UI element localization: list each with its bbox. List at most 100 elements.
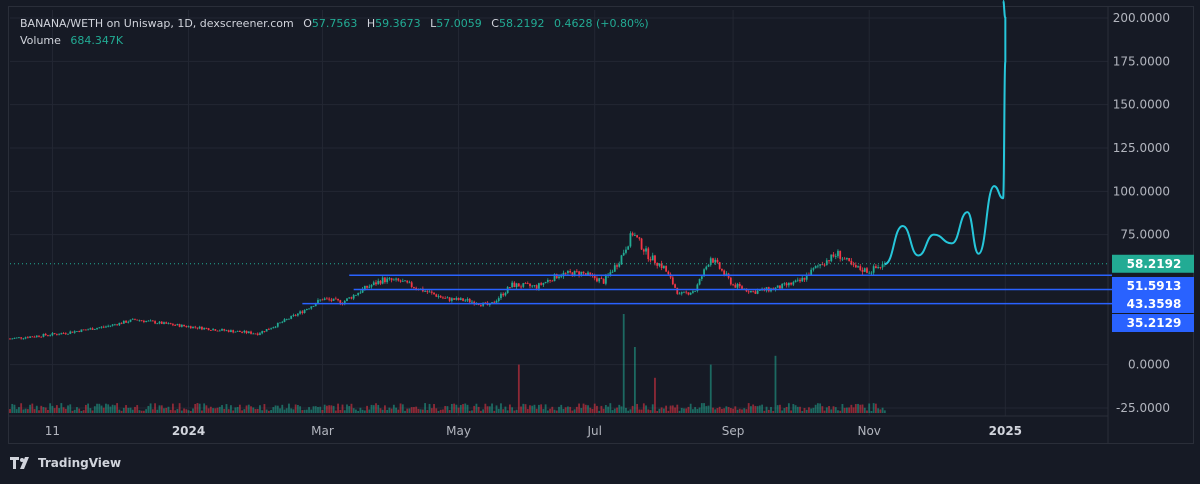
volume-bar (341, 404, 344, 413)
volume-bar (752, 404, 755, 413)
volume-bar (33, 409, 36, 413)
candle-body (709, 258, 712, 265)
volume-bar (71, 410, 74, 413)
candle-body (395, 278, 397, 280)
candle-body (509, 287, 511, 288)
volume-bar (593, 403, 596, 413)
candle-body (107, 325, 110, 327)
candle-body (683, 291, 685, 293)
volume-bar (35, 405, 38, 413)
volume-bar (419, 409, 422, 413)
volume-bar (598, 410, 601, 413)
volume-bar (611, 410, 614, 413)
candle-body (513, 282, 516, 288)
candle-body (274, 326, 277, 328)
volume-bar (395, 407, 397, 413)
volume-bar (495, 405, 498, 413)
volume-bar (326, 405, 328, 413)
candle-body (555, 274, 558, 279)
volume-bar (553, 409, 556, 413)
candle-body (163, 322, 165, 324)
volume-bar (172, 403, 174, 413)
volume-bar (700, 403, 703, 413)
volume-bar (502, 409, 505, 413)
candle-body (823, 264, 826, 266)
volume-bar (198, 403, 201, 413)
candle-body (214, 329, 217, 331)
volume-bar (80, 410, 83, 413)
candle-body (625, 249, 627, 253)
volume-bar (154, 403, 156, 413)
volume-bar (160, 405, 163, 413)
volume-bar (98, 403, 101, 413)
volume-bar (875, 403, 877, 413)
candle-body (102, 326, 105, 328)
y-tick-label: 0.0000 (1128, 358, 1170, 372)
volume-bar (294, 404, 297, 413)
volume-bar (187, 410, 190, 413)
volume-bar (721, 408, 723, 413)
x-tick-label: Mar (311, 424, 334, 438)
tradingview-branding[interactable]: TradingView (10, 456, 121, 470)
candle-body (174, 325, 177, 326)
candle-body (801, 277, 804, 282)
candle-body (756, 290, 759, 294)
volume-bar (105, 403, 107, 413)
volume-bar (861, 404, 864, 413)
volume-bar (22, 409, 25, 413)
volume-bar (13, 404, 16, 413)
close-label: C (491, 17, 499, 30)
candle-body (326, 298, 328, 300)
volume-bar (129, 407, 132, 413)
volume-bar (421, 409, 424, 413)
volume-bar (377, 404, 380, 413)
volume-bar (863, 407, 866, 413)
candle-body (584, 273, 587, 275)
x-tick-label: Jul (586, 424, 601, 438)
volume-bar (238, 404, 241, 413)
volume-bar (828, 406, 830, 413)
candle-body (629, 233, 632, 247)
volume-bar (49, 403, 52, 413)
volume-bar (259, 405, 261, 413)
volume-bar (272, 407, 275, 413)
volume-bar (357, 410, 360, 413)
high-value: 59.3673 (375, 17, 421, 30)
volume-bar (616, 407, 618, 413)
candle-body (384, 277, 386, 283)
volume-bar (879, 409, 882, 413)
volume-bar (163, 408, 165, 413)
candle-body (439, 296, 442, 298)
volume-bar (783, 408, 786, 413)
volume-bar (448, 410, 451, 413)
candle-body (60, 333, 63, 335)
candle-body (866, 268, 868, 273)
volume-bar (368, 409, 371, 413)
volume-bar (149, 403, 152, 413)
level-price-badge-bg (1112, 314, 1194, 332)
candle-body (428, 291, 431, 293)
candle-body (754, 291, 757, 294)
volume-bar (468, 410, 471, 413)
volume-bar (573, 409, 576, 413)
candle-body (223, 329, 226, 331)
volume-bar (571, 410, 574, 413)
volume-bar (689, 403, 692, 413)
y-tick-label: -25.0000 (1116, 401, 1170, 415)
candle-body (638, 237, 641, 239)
candle-body (642, 249, 645, 252)
candle-body (377, 280, 380, 285)
volume-bar (587, 405, 589, 413)
candle-body (805, 274, 808, 280)
candle-body (618, 264, 621, 267)
candle-body (667, 271, 670, 275)
volume-bar (790, 410, 792, 413)
volume-bar (183, 408, 185, 413)
volume-bar (435, 408, 438, 413)
volume-bar (218, 406, 221, 413)
volume-bar (424, 403, 426, 413)
chart-frame[interactable] (8, 6, 1194, 444)
volume-bar (314, 406, 317, 413)
volume-bar (848, 407, 851, 413)
